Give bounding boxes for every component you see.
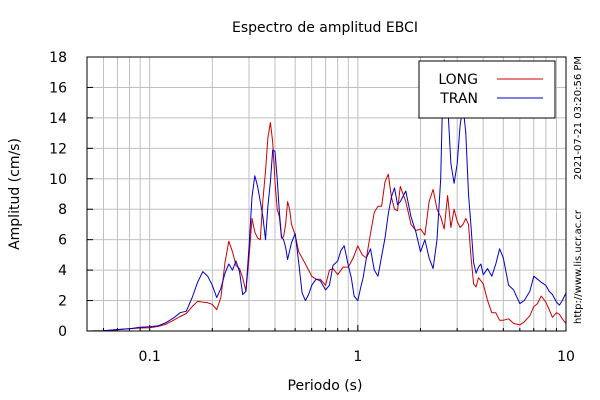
x-tick-label: 0.1	[139, 349, 161, 365]
y-tick-label: 14	[49, 111, 67, 127]
x-axis-label: Periodo (s)	[288, 378, 363, 394]
plot-frame	[86, 56, 567, 332]
series-layer	[86, 59, 567, 332]
x-tick-label: 10	[557, 349, 575, 365]
series-line-long	[86, 122, 567, 332]
chart-title: Espectro de amplitud EBCI	[232, 20, 418, 36]
legend-label-tran: TRAN	[439, 91, 478, 107]
x-axis: 0.1 1 10	[86, 325, 575, 365]
y-tick-label: 18	[49, 50, 67, 66]
y-axis: 0 2 4 6 8 10 12 14 16 18	[49, 50, 93, 340]
y-tick-label: 8	[58, 202, 67, 218]
y-axis-label: Amplitud (cm/s)	[7, 138, 23, 250]
y-tick-label: 10	[49, 172, 67, 188]
legend: LONG TRAN	[418, 60, 556, 119]
y-tick-label: 2	[58, 294, 67, 310]
x-tick-label: 1	[353, 349, 362, 365]
y-tick-label: 4	[58, 263, 67, 279]
legend-box	[418, 60, 556, 119]
url-text: http://www.lis.ucr.ac.cr	[573, 209, 584, 324]
series-line-tran	[86, 59, 567, 332]
y-tick-label: 6	[58, 233, 67, 249]
y-tick-label: 16	[49, 80, 67, 96]
timestamp-text: 2021-07-21 03:20:56 PM	[573, 56, 584, 180]
y-tick-label: 12	[49, 141, 67, 157]
y-tick-label: 0	[58, 324, 67, 340]
legend-label-long: LONG	[438, 72, 478, 88]
